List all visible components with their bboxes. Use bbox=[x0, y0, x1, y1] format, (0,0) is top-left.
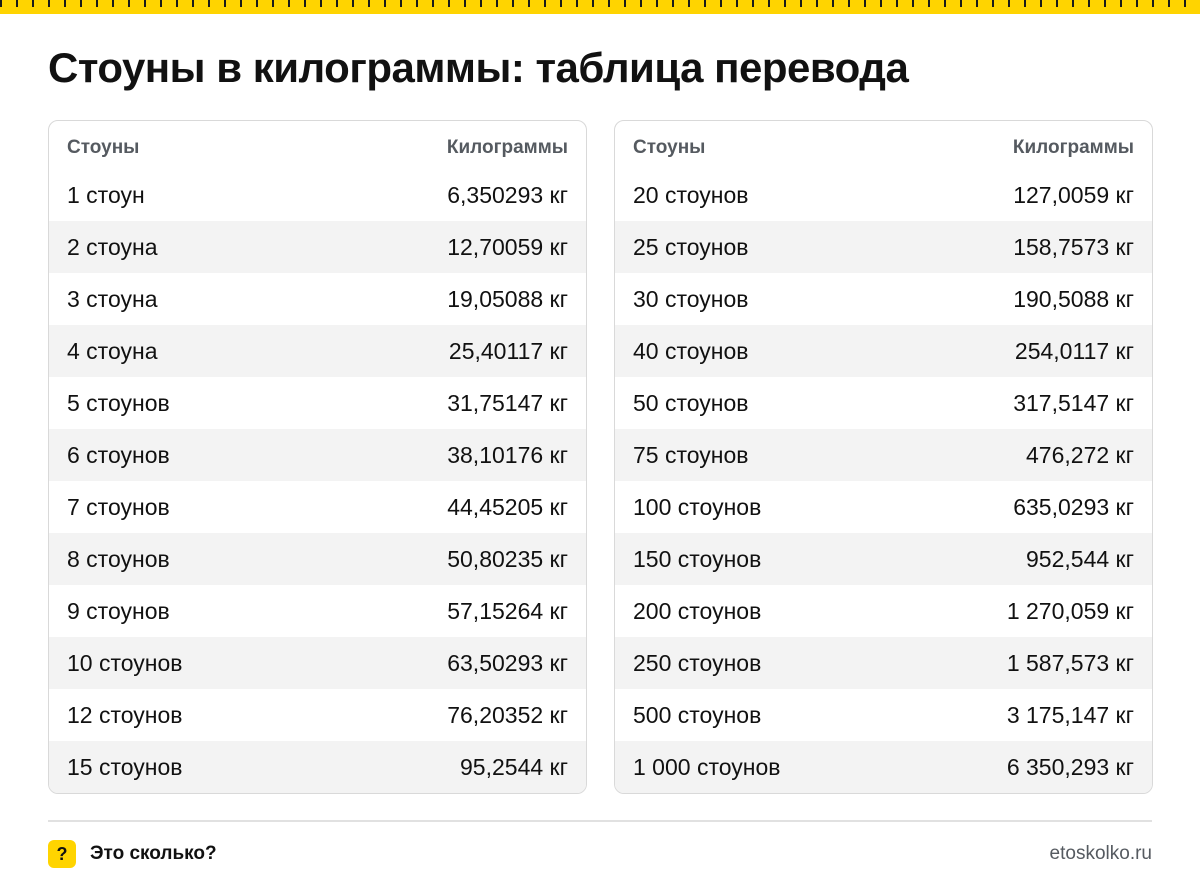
stones-cell: 4 стоуна bbox=[67, 337, 158, 364]
stones-cell: 75 стоунов bbox=[633, 441, 749, 468]
site-link[interactable]: etoskolko.ru bbox=[1049, 843, 1152, 864]
kilograms-cell: 3 175,147 кг bbox=[1006, 701, 1134, 728]
kilograms-cell: 50,80235 кг bbox=[447, 545, 568, 572]
stones-cell: 100 стоунов bbox=[633, 493, 762, 520]
table-row: 30 стоунов 190,5088 кг bbox=[615, 273, 1152, 325]
kilograms-cell: 190,5088 кг bbox=[1013, 285, 1134, 312]
table-row: 10 стоунов 63,50293 кг bbox=[49, 637, 586, 689]
stones-cell: 500 стоунов bbox=[633, 701, 762, 728]
table-row: 15 стоунов 95,2544 кг bbox=[49, 741, 586, 793]
table-body: 20 стоунов 127,0059 кг 25 стоунов 158,7573… bbox=[615, 169, 1152, 793]
kilograms-cell: 19,05088 кг bbox=[447, 285, 568, 312]
table-row: 12 стоунов 76,20352 кг bbox=[49, 689, 586, 741]
conversion-table-left: Стоуны Килограммы 1 стоун 6,350293 кг 2 с… bbox=[48, 120, 587, 794]
brand-name: Это сколько? bbox=[90, 843, 217, 864]
kilograms-cell: 476,272 кг bbox=[1026, 441, 1134, 468]
table-row: 200 стоунов 1 270,059 кг bbox=[615, 585, 1152, 637]
top-ruler-decoration bbox=[0, 0, 1200, 14]
table-row: 100 стоунов 635,0293 кг bbox=[615, 481, 1152, 533]
stones-cell: 7 стоунов bbox=[67, 493, 170, 520]
brand-logo[interactable]: ? Это сколько? bbox=[48, 840, 217, 868]
table-row: 50 стоунов 317,5147 кг bbox=[615, 377, 1152, 429]
stones-cell: 3 стоуна bbox=[67, 285, 158, 312]
table-row: 75 стоунов 476,272 кг bbox=[615, 429, 1152, 481]
stones-cell: 2 стоуна bbox=[67, 233, 158, 260]
table-row: 250 стоунов 1 587,573 кг bbox=[615, 637, 1152, 689]
kilograms-cell: 95,2544 кг bbox=[460, 753, 568, 780]
kilograms-cell: 254,0117 кг bbox=[1014, 337, 1134, 364]
stones-cell: 50 стоунов bbox=[633, 389, 749, 416]
kilograms-cell: 1 587,573 кг bbox=[1006, 649, 1134, 676]
kilograms-cell: 6,350293 кг bbox=[447, 181, 568, 208]
kilograms-cell: 38,10176 кг bbox=[447, 441, 568, 468]
table-row: 20 стоунов 127,0059 кг bbox=[615, 169, 1152, 221]
question-mark-icon: ? bbox=[48, 840, 76, 868]
stones-cell: 40 стоунов bbox=[633, 337, 749, 364]
table-row: 1 000 стоунов 6 350,293 кг bbox=[615, 741, 1152, 793]
conversion-table-right: Стоуны Килограммы 20 стоунов 127,0059 кг … bbox=[614, 120, 1153, 794]
table-row: 8 стоунов 50,80235 кг bbox=[49, 533, 586, 585]
kilograms-cell: 76,20352 кг bbox=[447, 701, 568, 728]
stones-cell: 9 стоунов bbox=[67, 597, 170, 624]
table-row: 3 стоуна 19,05088 кг bbox=[49, 273, 586, 325]
column-header-stones: Стоуны bbox=[67, 137, 140, 158]
kilograms-cell: 6 350,293 кг bbox=[1006, 753, 1134, 780]
column-header-kilograms: Килограммы bbox=[1012, 137, 1134, 158]
table-row: 1 стоун 6,350293 кг bbox=[49, 169, 586, 221]
table-row: 5 стоунов 31,75147 кг bbox=[49, 377, 586, 429]
table-row: 6 стоунов 38,10176 кг bbox=[49, 429, 586, 481]
stones-cell: 6 стоунов bbox=[67, 441, 170, 468]
stones-cell: 25 стоунов bbox=[633, 233, 749, 260]
stones-cell: 5 стоунов bbox=[67, 389, 170, 416]
column-header-kilograms: Килограммы bbox=[446, 137, 568, 158]
kilograms-cell: 25,40117 кг bbox=[448, 337, 568, 364]
stones-cell: 8 стоунов bbox=[67, 545, 170, 572]
stones-cell: 30 стоунов bbox=[633, 285, 749, 312]
column-header-stones: Стоуны bbox=[633, 137, 706, 158]
kilograms-cell: 952,544 кг bbox=[1026, 545, 1134, 572]
stones-cell: 12 стоунов bbox=[67, 701, 183, 728]
page-title: Стоуны в килограммы: таблица перевода bbox=[48, 44, 909, 91]
kilograms-cell: 127,0059 кг bbox=[1013, 181, 1134, 208]
table-body: 1 стоун 6,350293 кг 2 стоуна 12,70059 кг 3… bbox=[49, 169, 586, 793]
table-row: 4 стоуна 25,40117 кг bbox=[49, 325, 586, 377]
stones-cell: 15 стоунов bbox=[67, 753, 183, 780]
stones-cell: 1 стоун bbox=[67, 181, 145, 208]
kilograms-cell: 57,15264 кг bbox=[447, 597, 568, 624]
table-row: 500 стоунов 3 175,147 кг bbox=[615, 689, 1152, 741]
kilograms-cell: 158,7573 кг bbox=[1013, 233, 1134, 260]
stones-cell: 10 стоунов bbox=[67, 649, 183, 676]
kilograms-cell: 317,5147 кг bbox=[1013, 389, 1134, 416]
stones-cell: 250 стоунов bbox=[633, 649, 762, 676]
stones-cell: 200 стоунов bbox=[633, 597, 762, 624]
footer-divider bbox=[48, 820, 1152, 822]
table-row: 9 стоунов 57,15264 кг bbox=[49, 585, 586, 637]
kilograms-cell: 635,0293 кг bbox=[1013, 493, 1134, 520]
stones-cell: 1 000 стоунов bbox=[633, 753, 781, 780]
table-header: Стоуны Килограммы bbox=[615, 121, 1152, 169]
stones-cell: 150 стоунов bbox=[633, 545, 762, 572]
table-row: 7 стоунов 44,45205 кг bbox=[49, 481, 586, 533]
table-row: 2 стоуна 12,70059 кг bbox=[49, 221, 586, 273]
kilograms-cell: 44,45205 кг bbox=[447, 493, 568, 520]
kilograms-cell: 12,70059 кг bbox=[447, 233, 568, 260]
kilograms-cell: 63,50293 кг bbox=[447, 649, 568, 676]
table-row: 25 стоунов 158,7573 кг bbox=[615, 221, 1152, 273]
stones-cell: 20 стоунов bbox=[633, 181, 749, 208]
kilograms-cell: 1 270,059 кг bbox=[1006, 597, 1134, 624]
table-row: 150 стоунов 952,544 кг bbox=[615, 533, 1152, 585]
kilograms-cell: 31,75147 кг bbox=[447, 389, 568, 416]
table-header: Стоуны Килограммы bbox=[49, 121, 586, 169]
table-row: 40 стоунов 254,0117 кг bbox=[615, 325, 1152, 377]
